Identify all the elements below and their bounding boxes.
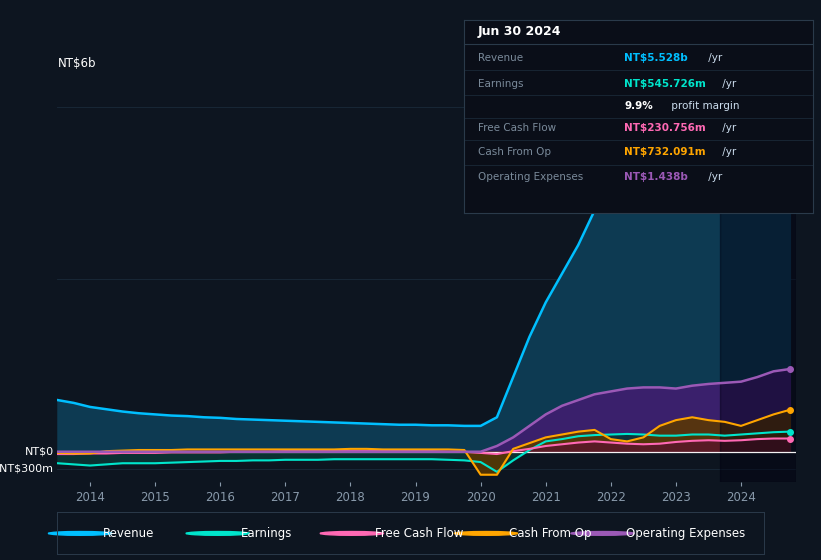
Text: Free Cash Flow: Free Cash Flow (375, 527, 464, 540)
Text: -NT$300m: -NT$300m (0, 464, 54, 474)
Text: Operating Expenses: Operating Expenses (478, 172, 583, 182)
Text: Earnings: Earnings (478, 80, 523, 90)
Text: profit margin: profit margin (668, 101, 740, 110)
Text: Revenue: Revenue (103, 527, 154, 540)
Text: NT$732.091m: NT$732.091m (624, 147, 706, 157)
Circle shape (186, 531, 250, 535)
Text: NT$230.756m: NT$230.756m (624, 123, 706, 133)
Text: Jun 30 2024: Jun 30 2024 (478, 25, 562, 38)
Text: Operating Expenses: Operating Expenses (626, 527, 745, 540)
Circle shape (454, 531, 518, 535)
Text: /yr: /yr (704, 172, 722, 182)
Text: /yr: /yr (718, 80, 736, 90)
Text: NT$5.528b: NT$5.528b (624, 53, 688, 63)
Text: Earnings: Earnings (241, 527, 292, 540)
Text: Cash From Op: Cash From Op (478, 147, 551, 157)
Text: NT$0: NT$0 (25, 447, 54, 457)
Text: /yr: /yr (704, 53, 722, 63)
Text: Cash From Op: Cash From Op (509, 527, 592, 540)
Circle shape (48, 531, 112, 535)
Text: Revenue: Revenue (478, 53, 523, 63)
Text: NT$6b: NT$6b (57, 57, 96, 70)
Circle shape (571, 531, 635, 535)
Circle shape (320, 531, 383, 535)
Text: NT$545.726m: NT$545.726m (624, 80, 706, 90)
Bar (719, 78, 796, 482)
Text: NT$1.438b: NT$1.438b (624, 172, 688, 182)
Text: 9.9%: 9.9% (624, 101, 654, 110)
Text: Free Cash Flow: Free Cash Flow (478, 123, 556, 133)
Text: /yr: /yr (718, 147, 736, 157)
Text: /yr: /yr (718, 123, 736, 133)
